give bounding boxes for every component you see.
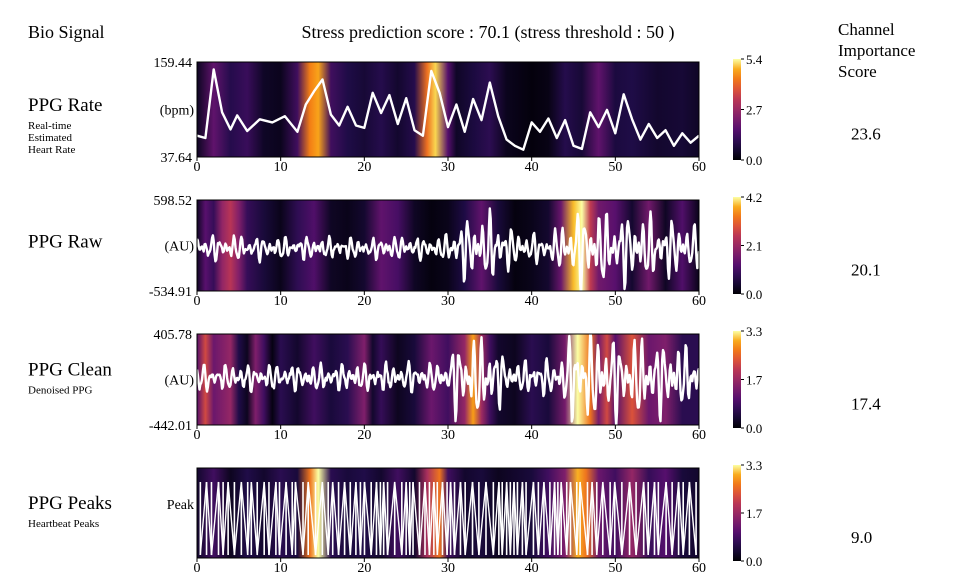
- y-axis-label: (AU): [164, 374, 194, 389]
- signal-line: [195, 207, 701, 295]
- x-tick-label: 10: [274, 561, 288, 576]
- colorbar-tick-label: 2.1: [746, 239, 762, 254]
- header-channel-line-1: Channel: [838, 20, 895, 39]
- importance-score: 20.1: [851, 261, 881, 280]
- y-axis-label: (AU): [164, 240, 194, 255]
- panel-ppg-raw: 0 10 20 30 40 50 60 598.52 -534.91 (AU) PPG Raw 4.2…: [28, 190, 881, 309]
- x-tick-label: 40: [525, 294, 539, 309]
- colorbar-tick-label: 4.2: [746, 190, 762, 205]
- x-tick-label: 20: [357, 294, 371, 309]
- x-tick-label: 50: [608, 160, 622, 175]
- channel-name: PPG Rate: [28, 95, 102, 116]
- panel-ppg-peaks: 0 10 20 30 40 50 60 Peak PPG Peaks Heartbeat Peak…: [28, 458, 872, 576]
- peak-zigzag: [199, 481, 697, 556]
- x-tick-label: 40: [525, 561, 539, 576]
- y-min-label: 37.64: [161, 151, 193, 166]
- importance-score: 17.4: [851, 395, 881, 414]
- x-tick-label: 40: [525, 160, 539, 175]
- x-tick-label: 60: [692, 561, 706, 576]
- colorbar: [733, 197, 741, 294]
- x-tick-label: 50: [608, 428, 622, 443]
- colorbar-tick-label: 1.7: [746, 506, 763, 521]
- importance-score: 9.0: [851, 528, 872, 547]
- colorbar: [733, 465, 741, 561]
- y-min-label: -442.01: [149, 419, 192, 434]
- y-axis-label: Peak: [167, 498, 194, 513]
- colorbar-tick-label: 3.3: [746, 458, 762, 473]
- x-tick-label: 60: [692, 428, 706, 443]
- header-channel-line-2: Importance: [838, 41, 915, 60]
- header-stress-score: Stress prediction score : 70.1 (stress t…: [302, 22, 675, 43]
- channel-subtitle: Estimated: [28, 132, 72, 144]
- x-tick-label: 20: [357, 428, 371, 443]
- y-max-label: 159.44: [154, 56, 193, 71]
- importance-score: 23.6: [851, 125, 881, 144]
- signal-line: [196, 68, 700, 151]
- colorbar-tick-label: 0.0: [746, 153, 762, 168]
- y-max-label: 598.52: [154, 194, 193, 209]
- x-tick-label: 0: [194, 160, 201, 175]
- channel-subtitle: Real-time: [28, 120, 71, 132]
- channel-subtitle: Denoised PPG: [28, 385, 93, 397]
- colorbar: [733, 59, 741, 160]
- x-tick-label: 50: [608, 561, 622, 576]
- x-tick-label: 30: [441, 160, 455, 175]
- channel-subtitle: Heartbeat Peaks: [28, 518, 99, 530]
- x-tick-label: 0: [194, 294, 201, 309]
- channel-name: PPG Clean: [28, 360, 112, 381]
- saliency-heatmap: [197, 62, 699, 157]
- x-tick-label: 20: [357, 561, 371, 576]
- x-tick-label: 0: [194, 561, 201, 576]
- panels: 0 10 20 30 40 50 60 159.44 37.64 (bpm) PPG Rate Rea…: [28, 52, 881, 576]
- colorbar: [733, 331, 741, 428]
- x-tick-label: 20: [357, 160, 371, 175]
- x-tick-label: 10: [274, 428, 288, 443]
- x-tick-label: 60: [692, 160, 706, 175]
- x-tick-label: 10: [274, 294, 288, 309]
- panel-ppg-clean: 0 10 20 30 40 50 60 405.78 -442.01 (AU) PPG Clean D…: [28, 324, 881, 443]
- x-tick-label: 30: [441, 561, 455, 576]
- colorbar-tick-label: 2.7: [746, 103, 763, 118]
- y-min-label: -534.91: [149, 285, 192, 300]
- x-tick-label: 50: [608, 294, 622, 309]
- x-tick-label: 10: [274, 160, 288, 175]
- colorbar-tick-label: 0.0: [746, 421, 762, 436]
- channel-name: PPG Peaks: [28, 493, 112, 514]
- y-max-label: 405.78: [154, 328, 193, 343]
- header-channel-line-3: Score: [838, 62, 877, 81]
- colorbar-tick-label: 0.0: [746, 554, 762, 569]
- colorbar-tick-label: 1.7: [746, 373, 763, 388]
- x-tick-label: 0: [194, 428, 201, 443]
- colorbar-tick-label: 5.4: [746, 52, 763, 67]
- colorbar-tick-label: 3.3: [746, 324, 762, 339]
- channel-subtitle: Heart Rate: [28, 144, 75, 156]
- panel-ppg-rate: 0 10 20 30 40 50 60 159.44 37.64 (bpm) PPG Rate Rea…: [28, 52, 881, 175]
- y-axis-label: (bpm): [160, 104, 195, 119]
- x-tick-label: 40: [525, 428, 539, 443]
- channel-name: PPG Raw: [28, 232, 103, 253]
- x-tick-label: 30: [441, 428, 455, 443]
- x-tick-label: 30: [441, 294, 455, 309]
- colorbar-tick-label: 0.0: [746, 287, 762, 302]
- header-bio-signal: Bio Signal: [28, 22, 105, 42]
- signal-line: [195, 330, 701, 428]
- x-tick-label: 60: [692, 294, 706, 309]
